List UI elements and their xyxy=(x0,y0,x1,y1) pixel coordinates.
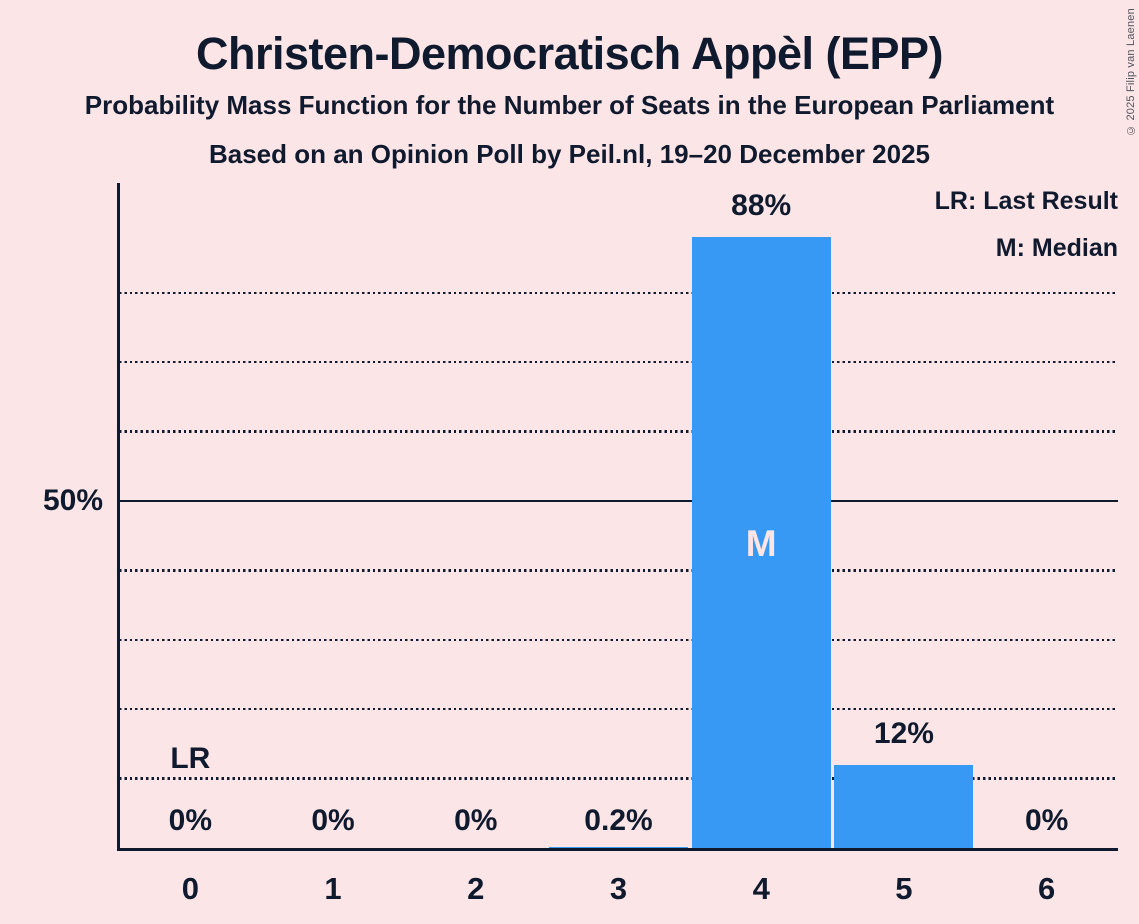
bar-seats-4 xyxy=(691,237,831,848)
x-tick-label-5: 5 xyxy=(895,871,913,906)
x-tick-label-4: 4 xyxy=(752,871,770,906)
gridline-40-percent xyxy=(119,569,1118,572)
bar-value-label-5: 12% xyxy=(873,716,934,750)
legend-median: M: Median xyxy=(995,234,1118,262)
chart-subtitle: Probability Mass Function for the Number… xyxy=(84,90,1055,120)
bar-seats-3 xyxy=(549,846,688,848)
x-tick-label-2: 2 xyxy=(467,871,485,906)
bar-value-label-6: 0% xyxy=(1024,804,1069,837)
gridline-20-percent xyxy=(119,708,1118,711)
plot-area: 0% 0% 0% 0.2% 88% 12% 0% M LR 0 1 2 3 4 5 6 xyxy=(117,183,1118,906)
bar-value-label-4: 88% xyxy=(731,189,792,223)
last-result-marker: LR xyxy=(170,742,211,775)
x-tick-label-3: 3 xyxy=(609,871,628,906)
chart-title: Christen-Democratisch Appèl (EPP) xyxy=(196,28,943,79)
x-tick-label-6: 6 xyxy=(1038,871,1056,906)
median-marker: M xyxy=(745,523,777,564)
copyright-notice: © 2025 Filip van Laenen xyxy=(1125,8,1137,136)
bar-value-label-2: 0% xyxy=(454,804,498,837)
x-tick-label-1: 1 xyxy=(324,871,342,906)
gridline-50-percent-solid xyxy=(119,499,1118,503)
x-tick-label-0: 0 xyxy=(181,871,199,906)
gridline-30-percent xyxy=(119,638,1118,641)
chart-poll-source: Based on an Opinion Poll by Peil.nl, 19–… xyxy=(208,139,931,169)
bar-seats-5 xyxy=(834,764,974,848)
x-axis-line xyxy=(117,848,1118,851)
bar-value-label-0: 0% xyxy=(168,804,213,837)
gridline-60-percent xyxy=(119,430,1118,433)
bar-value-label-3: 0.2% xyxy=(584,804,653,837)
gridline-70-percent xyxy=(119,361,1118,364)
bar-value-label-1: 0% xyxy=(311,804,355,837)
gridline-10-percent xyxy=(119,777,1118,780)
gridline-80-percent xyxy=(119,291,1118,294)
legend-last-result: LR: Last Result xyxy=(934,187,1118,215)
y-axis-label-50-percent: 50% xyxy=(42,484,103,517)
y-axis-line xyxy=(117,183,120,851)
